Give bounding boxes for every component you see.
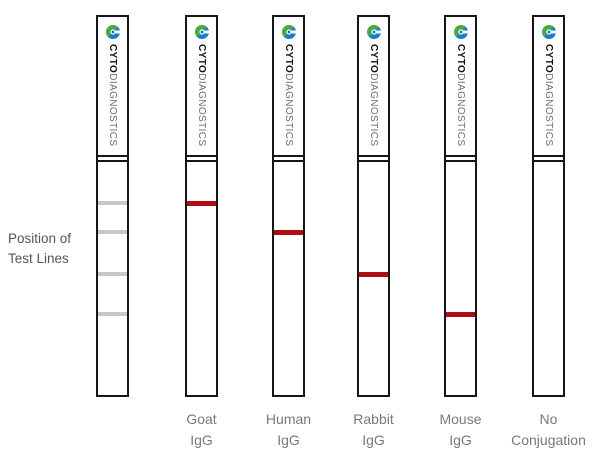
red-test-line (446, 312, 475, 317)
brand-name-vertical: CYTODIAGNOSTICS (196, 44, 207, 147)
strip-label-human-igg: Human IgG (229, 409, 349, 451)
brand-name-cyto: CYTO (455, 44, 466, 74)
strip-label-no-conjugation: No Conjugation (489, 409, 600, 451)
strip-label-line-2: IgG (449, 432, 472, 448)
strip-header: CYTODIAGNOSTICS (359, 17, 388, 157)
strip-membrane (359, 160, 388, 395)
brand-name-cyto: CYTO (283, 44, 294, 74)
test-strip-goat-igg: CYTODIAGNOSTICS (185, 15, 218, 397)
strip-header: CYTODIAGNOSTICS (187, 17, 216, 157)
strip-membrane (534, 160, 563, 395)
red-test-line (274, 230, 303, 235)
strip-membrane (98, 160, 127, 395)
strip-membrane (274, 160, 303, 395)
strip-label-goat-igg: Goat IgG (142, 409, 262, 451)
strip-label-rabbit-igg: Rabbit IgG (314, 409, 434, 451)
brand-name-vertical: CYTODIAGNOSTICS (543, 44, 554, 147)
red-test-line (187, 201, 216, 206)
strip-label-line-2: IgG (277, 432, 300, 448)
cytodiagnostics-logo-icon (366, 25, 382, 39)
strip-label-mouse-igg: Mouse IgG (401, 409, 521, 451)
strip-membrane (446, 160, 475, 395)
brand-name-diagnostics: DIAGNOSTICS (455, 73, 466, 147)
strip-header: CYTODIAGNOSTICS (274, 17, 303, 157)
cytodiagnostics-logo-icon (194, 25, 210, 39)
brand-name-vertical: CYTODIAGNOSTICS (283, 44, 294, 147)
test-strip-mouse-igg: CYTODIAGNOSTICS (444, 15, 477, 397)
test-strip-reference: CYTODIAGNOSTICS (96, 15, 129, 397)
brand-name-cyto: CYTO (543, 44, 554, 74)
test-strip-no-conjugation: CYTODIAGNOSTICS (532, 15, 565, 397)
brand-name-diagnostics: DIAGNOSTICS (107, 73, 118, 147)
brand-name-diagnostics: DIAGNOSTICS (196, 73, 207, 147)
annotation-line-2: Test Lines (8, 251, 69, 266)
brand-name-vertical: CYTODIAGNOSTICS (368, 44, 379, 147)
strip-header: CYTODIAGNOSTICS (98, 17, 127, 157)
red-test-line (359, 272, 388, 277)
test-strip-rabbit-igg: CYTODIAGNOSTICS (357, 15, 390, 397)
strip-label-line-1: Human (265, 411, 312, 427)
cytodiagnostics-logo-icon (453, 25, 469, 39)
brand-name-vertical: CYTODIAGNOSTICS (107, 44, 118, 147)
placeholder-test-line (98, 312, 127, 316)
brand-name-diagnostics: DIAGNOSTICS (283, 73, 294, 147)
brand-name-cyto: CYTO (196, 44, 207, 74)
placeholder-test-line (98, 230, 127, 234)
strip-membrane (187, 160, 216, 395)
cytodiagnostics-logo-icon (541, 25, 557, 39)
test-strip-human-igg: CYTODIAGNOSTICS (272, 15, 305, 397)
cytodiagnostics-logo-icon (281, 25, 297, 39)
strip-header: CYTODIAGNOSTICS (446, 17, 475, 157)
strip-label-line-1: Rabbit (353, 411, 394, 427)
strip-label-line-1: Mouse (439, 411, 482, 427)
strip-header: CYTODIAGNOSTICS (534, 17, 563, 157)
placeholder-test-line (98, 272, 127, 276)
cytodiagnostics-logo-icon (105, 25, 121, 39)
strip-label-line-2: IgG (190, 432, 213, 448)
brand-name-cyto: CYTO (368, 44, 379, 74)
brand-name-diagnostics: DIAGNOSTICS (368, 73, 379, 147)
placeholder-test-line (98, 201, 127, 205)
brand-name-vertical: CYTODIAGNOSTICS (455, 44, 466, 147)
annotation-line-1: Position of (8, 231, 72, 246)
brand-name-cyto: CYTO (107, 44, 118, 74)
strip-label-line-2: Conjugation (511, 432, 586, 448)
strip-label-line-2: IgG (362, 432, 385, 448)
strip-label-line-1: Goat (186, 411, 217, 427)
strip-label-line-1: No (539, 411, 558, 427)
test-line-position-annotation: Position of Test Lines (8, 229, 71, 269)
brand-name-diagnostics: DIAGNOSTICS (543, 73, 554, 147)
